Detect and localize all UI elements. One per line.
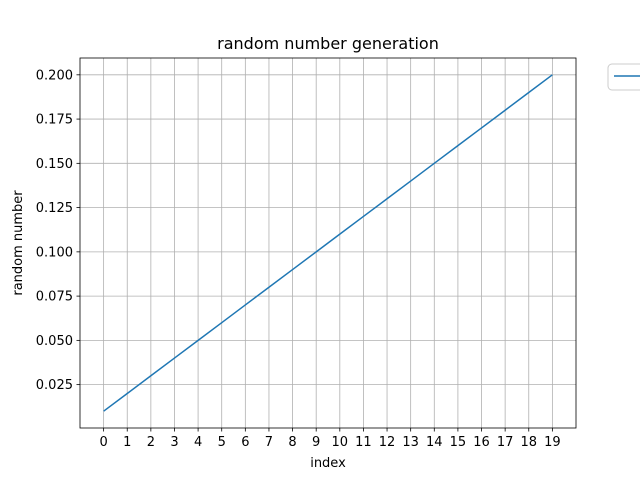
y-tick-label: 0.200: [36, 68, 73, 83]
x-tick-label: 10: [332, 435, 349, 450]
x-tick-label: 11: [355, 435, 372, 450]
y-tick-label: 0.150: [36, 157, 73, 172]
legend: [607, 63, 640, 91]
x-tick-label: 5: [218, 435, 226, 450]
series-line: [103, 74, 553, 412]
y-tick-label: 0.100: [36, 245, 73, 260]
y-tick-label: 0.175: [36, 113, 73, 128]
y-tick-label: 0.125: [36, 201, 73, 216]
series-layer: [103, 74, 553, 412]
x-axis-ticks: 0 1 2 3 4 5 6 7 8 9 10 11 12 13 14 15 16 17 18 19: [99, 428, 561, 450]
x-tick-label: 19: [544, 435, 561, 450]
x-axis-label: index: [310, 456, 346, 471]
y-tick-label: 0.025: [36, 378, 73, 393]
legend-frame: [607, 63, 640, 91]
x-tick-label: 13: [402, 435, 419, 450]
x-tick-label: 4: [194, 435, 202, 450]
x-tick-label: 15: [450, 435, 467, 450]
x-tick-label: 16: [473, 435, 490, 450]
x-tick-label: 6: [241, 435, 249, 450]
x-tick-label: 0: [99, 435, 107, 450]
x-tick-label: 9: [312, 435, 320, 450]
x-tick-label: 7: [265, 435, 273, 450]
x-tick-label: 14: [426, 435, 443, 450]
x-tick-label: 3: [170, 435, 178, 450]
chart-title: random number generation: [217, 34, 439, 53]
y-axis-ticks: 0.025 0.050 0.075 0.100 0.125 0.150 0.175 0.200: [36, 68, 80, 393]
y-tick-label: 0.075: [36, 290, 73, 305]
plot-area-frame: [79, 57, 577, 429]
x-tick-label: 17: [497, 435, 514, 450]
x-tick-label: 12: [379, 435, 396, 450]
x-tick-label: 18: [520, 435, 537, 450]
y-axis-label: random number: [11, 190, 26, 296]
x-tick-label: 8: [288, 435, 296, 450]
x-tick-label: 2: [147, 435, 155, 450]
x-tick-label: 1: [123, 435, 131, 450]
y-tick-label: 0.050: [36, 334, 73, 349]
grid-lines: [80, 58, 576, 428]
